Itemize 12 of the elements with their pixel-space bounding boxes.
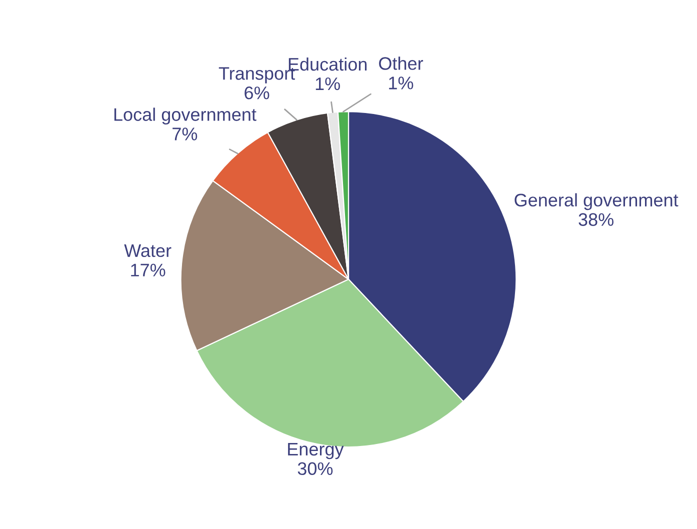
slice-label: General government (514, 193, 678, 210)
data-label: 1% (316, 77, 340, 90)
data-label: 1% (389, 76, 414, 90)
data-label: 17% (131, 264, 166, 276)
slice-label: Energy (288, 442, 344, 460)
slice-label: Local government (114, 108, 256, 125)
data-label: 30% (298, 462, 333, 476)
data-label: 6% (244, 86, 270, 100)
slice-label: Water (124, 244, 172, 258)
data-label: 38% (578, 213, 614, 226)
data-label: 7% (172, 128, 198, 140)
slice-label: Other (379, 56, 424, 70)
